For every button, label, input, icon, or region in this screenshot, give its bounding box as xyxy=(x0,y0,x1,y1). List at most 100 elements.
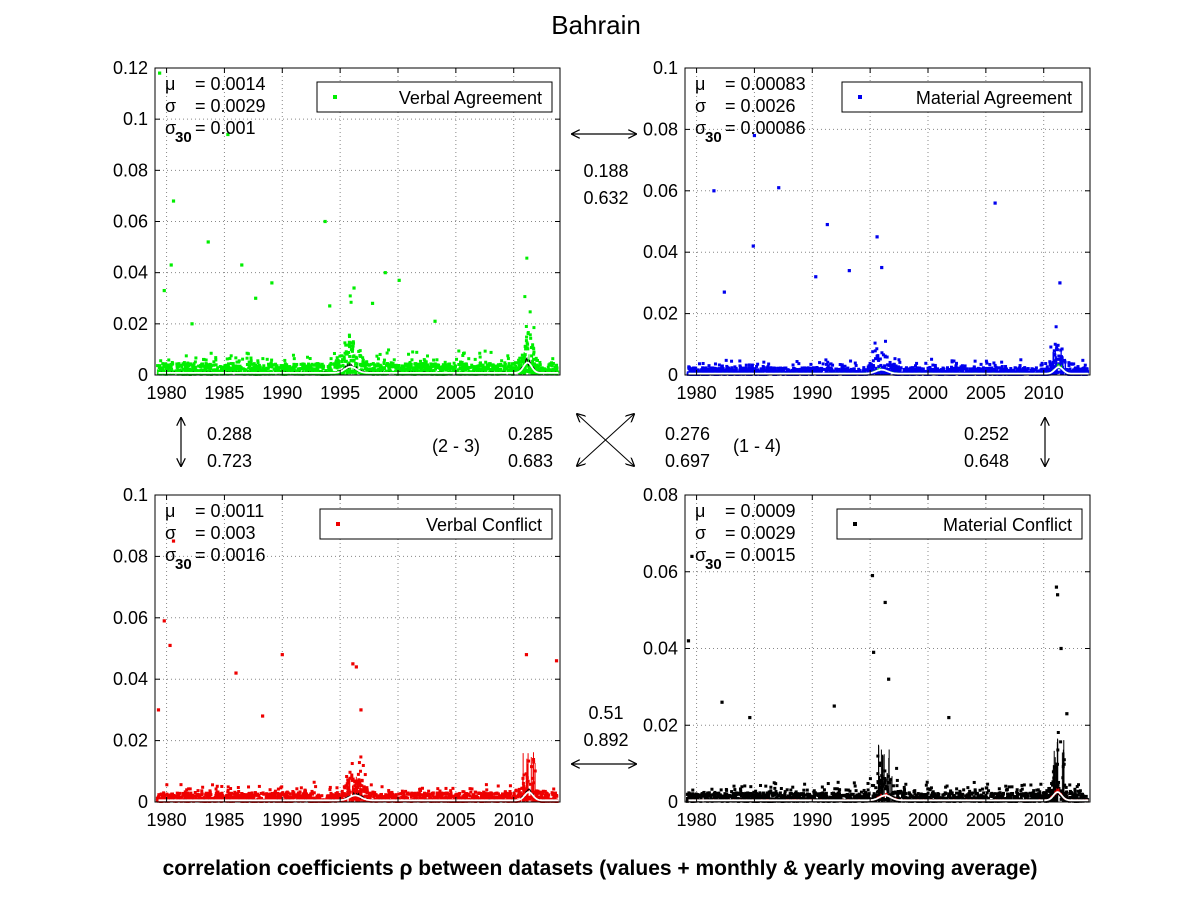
data-point xyxy=(524,344,528,348)
data-point xyxy=(548,368,552,372)
data-point xyxy=(182,361,186,365)
y-tick-label: 0.1 xyxy=(653,58,678,78)
data-point xyxy=(212,360,216,364)
data-point xyxy=(479,791,483,795)
data-point xyxy=(784,366,788,370)
data-point xyxy=(877,371,881,375)
data-point xyxy=(349,344,353,348)
data-point xyxy=(215,372,219,376)
data-point xyxy=(1041,370,1045,374)
data-point xyxy=(525,363,529,367)
data-point xyxy=(377,367,381,371)
data-point xyxy=(1035,369,1039,373)
data-point xyxy=(453,368,457,372)
data-point xyxy=(913,367,917,371)
data-point xyxy=(849,359,853,363)
data-point xyxy=(824,369,828,373)
x-tick-label: 2005 xyxy=(966,383,1006,403)
data-point xyxy=(383,797,387,801)
data-point xyxy=(694,366,698,370)
data-point xyxy=(1050,366,1054,370)
x-tick-label: 1990 xyxy=(262,383,302,403)
data-point xyxy=(1057,354,1061,358)
data-point xyxy=(284,365,288,369)
data-point xyxy=(220,784,224,788)
data-point xyxy=(180,372,184,376)
x-tick-label: 2010 xyxy=(1024,383,1064,403)
y-tick-label: 0.04 xyxy=(113,263,148,283)
data-point xyxy=(425,363,429,367)
data-point xyxy=(249,356,253,360)
data-point xyxy=(522,784,526,788)
data-point xyxy=(539,790,543,794)
data-point xyxy=(175,365,179,369)
stat-symbol: σ xyxy=(165,96,176,116)
data-point xyxy=(302,367,306,371)
data-point xyxy=(247,360,251,364)
data-point xyxy=(793,368,797,372)
data-point xyxy=(470,365,474,369)
data-point xyxy=(1085,368,1089,372)
data-point xyxy=(166,367,170,371)
data-point xyxy=(791,363,795,367)
data-point xyxy=(181,367,185,371)
data-point xyxy=(164,366,168,370)
data-point xyxy=(550,361,554,365)
data-point xyxy=(540,799,544,803)
outlier-point xyxy=(875,235,879,239)
data-point xyxy=(276,791,280,795)
data-point xyxy=(1061,366,1065,370)
data-point xyxy=(420,799,424,803)
data-point xyxy=(270,365,274,369)
data-point xyxy=(394,364,398,368)
data-point xyxy=(237,360,241,364)
data-point xyxy=(943,370,947,374)
data-point xyxy=(972,366,976,370)
data-point xyxy=(449,791,453,795)
data-point xyxy=(470,363,474,367)
data-point xyxy=(548,797,552,801)
data-point xyxy=(1055,348,1059,352)
data-point xyxy=(782,370,786,374)
data-point xyxy=(361,356,365,360)
data-point xyxy=(720,364,724,368)
data-point xyxy=(338,354,342,358)
data-point xyxy=(992,369,996,373)
data-point xyxy=(812,367,816,371)
data-point xyxy=(918,366,922,370)
data-point xyxy=(1069,369,1073,373)
data-point xyxy=(266,370,270,374)
data-point xyxy=(522,790,526,794)
data-point xyxy=(871,350,875,354)
data-point xyxy=(533,371,537,375)
data-point xyxy=(426,372,430,376)
data-point xyxy=(459,372,463,376)
data-point xyxy=(826,364,830,368)
data-point xyxy=(419,367,423,371)
data-point xyxy=(423,372,427,376)
data-point xyxy=(316,365,320,369)
data-point xyxy=(407,352,411,356)
data-point xyxy=(403,372,407,376)
data-point xyxy=(801,367,805,371)
data-point xyxy=(762,360,766,364)
data-point xyxy=(979,362,983,366)
data-point xyxy=(286,366,290,370)
stat-symbol: σ xyxy=(165,118,176,138)
data-point xyxy=(301,362,305,366)
data-point xyxy=(422,791,426,795)
data-point xyxy=(530,354,534,358)
data-point xyxy=(283,795,287,799)
data-point xyxy=(990,366,994,370)
data-point xyxy=(906,367,910,371)
data-point xyxy=(1073,367,1077,371)
data-point xyxy=(406,368,410,372)
chart-panel-3: 1980 1985 1990 1995 2000 2005 201000.020.040.0… xyxy=(113,485,561,830)
data-point xyxy=(348,294,352,298)
data-point xyxy=(208,362,212,366)
data-point xyxy=(287,368,291,372)
data-point xyxy=(334,361,338,365)
data-point xyxy=(545,372,549,376)
data-point xyxy=(189,791,193,795)
data-point xyxy=(421,369,425,373)
